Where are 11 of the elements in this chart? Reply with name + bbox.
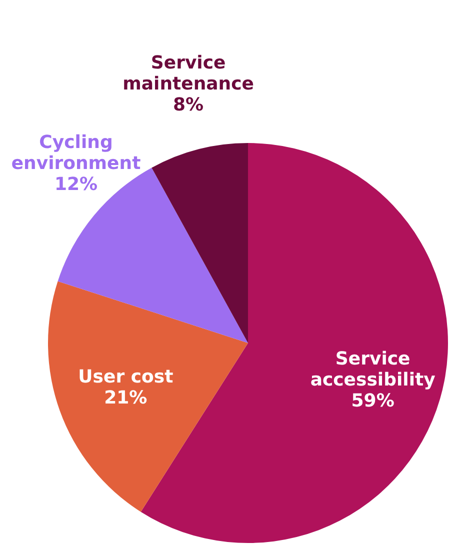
pie-slice [152, 143, 248, 343]
data-label: 21% [104, 388, 148, 409]
data-label: 12% [54, 174, 98, 196]
data-label: 8% [173, 94, 204, 116]
slice-label: Service maintenance [122, 52, 254, 95]
slice-label: User cost [78, 366, 174, 388]
slice-label: Service accessibility [310, 348, 436, 390]
slice-label: Cycling environment [11, 132, 142, 174]
pie-slice [48, 281, 248, 512]
data-label: 59% [351, 390, 394, 412]
pie-slice [58, 168, 248, 343]
